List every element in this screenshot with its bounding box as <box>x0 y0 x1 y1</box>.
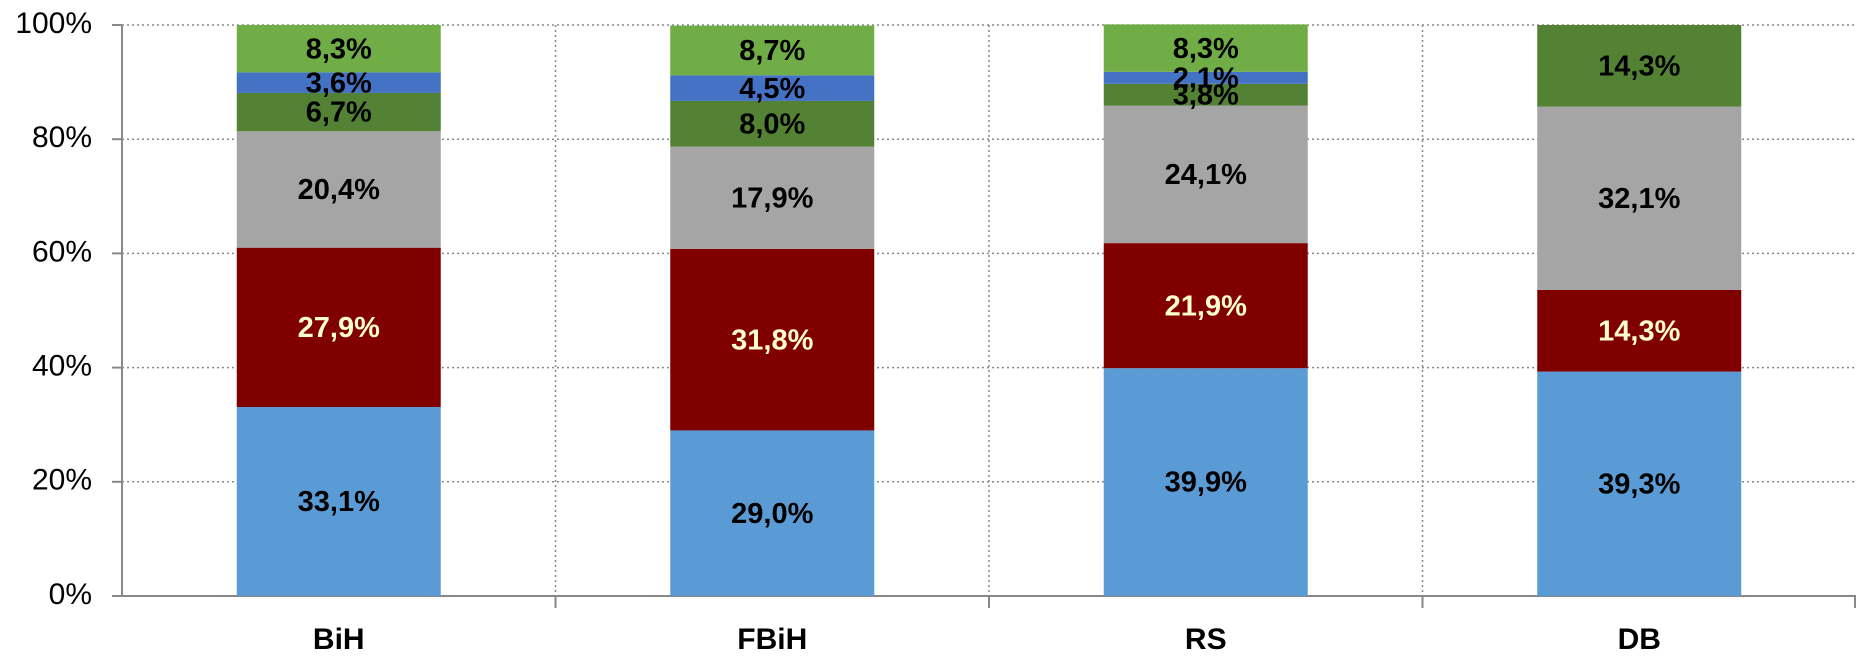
data-label: 17,9% <box>731 182 813 214</box>
x-tick-label: BiH <box>313 623 365 656</box>
data-label: 27,9% <box>298 312 380 344</box>
bar-segment <box>236 72 441 93</box>
x-tick-label: DB <box>1618 623 1661 656</box>
bar-segment <box>236 25 441 73</box>
data-label: 14,3% <box>1598 315 1680 347</box>
y-tick-label: 0% <box>49 578 92 611</box>
data-label: 8,3% <box>306 33 372 65</box>
data-label: 20,4% <box>298 174 380 206</box>
y-tick-label: 100% <box>15 7 92 40</box>
data-label: 8,0% <box>739 108 805 140</box>
y-tick-label: 40% <box>32 350 92 383</box>
bar-segment <box>1103 243 1308 369</box>
data-label: 3,6% <box>306 67 372 99</box>
x-tick-label: RS <box>1185 623 1227 656</box>
x-tick-label: FBiH <box>737 623 807 656</box>
data-label: 29,0% <box>731 498 813 530</box>
y-tick-label: 60% <box>32 235 92 268</box>
bar-segment <box>236 92 441 132</box>
bar-segment <box>1103 105 1308 244</box>
bar-segment <box>1537 289 1742 372</box>
data-label: 31,8% <box>731 324 813 356</box>
bar-segment <box>670 248 875 431</box>
bar-segment <box>670 100 875 147</box>
bar-segment <box>1537 106 1742 290</box>
data-label: 24,1% <box>1165 159 1247 191</box>
bar-segment <box>1103 71 1308 84</box>
data-label: 21,9% <box>1165 290 1247 322</box>
bar-segment <box>1103 24 1308 72</box>
data-label: 4,5% <box>739 73 805 105</box>
data-label: 33,1% <box>298 486 380 518</box>
data-label: 3,8% <box>1173 79 1239 111</box>
bar-segment <box>1103 83 1308 106</box>
y-tick-label: 20% <box>32 464 92 497</box>
data-label: 2,1% <box>1173 62 1239 94</box>
data-label: 8,7% <box>739 35 805 67</box>
bar-segment <box>670 430 875 596</box>
bar-segment <box>670 25 875 76</box>
bar-segment <box>236 131 441 248</box>
data-label: 6,7% <box>306 97 372 129</box>
data-label: 32,1% <box>1598 183 1680 215</box>
bar-segment <box>670 146 875 249</box>
bar-segment <box>1537 25 1742 107</box>
data-label: 39,3% <box>1598 468 1680 500</box>
bar-segment <box>236 247 441 407</box>
bar-segment <box>1103 368 1308 596</box>
bar-segment <box>236 406 441 596</box>
y-tick-label: 80% <box>32 121 92 154</box>
bar-segment <box>670 75 875 101</box>
data-label: 14,3% <box>1598 50 1680 82</box>
data-label: 8,3% <box>1173 33 1239 65</box>
bar-segment <box>1537 371 1742 596</box>
data-label: 39,9% <box>1165 467 1247 499</box>
